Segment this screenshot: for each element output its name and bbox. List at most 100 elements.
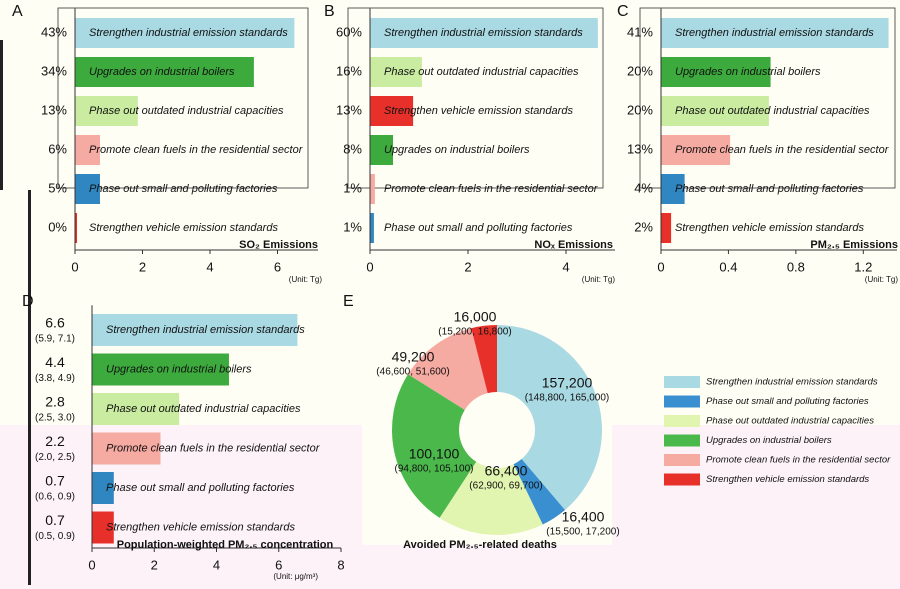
chart-title: Population-weighted PM₂.₅ concentration (117, 539, 334, 551)
unit-label: (Unit: Tg) (289, 275, 323, 284)
panel-frame (57, 7, 309, 189)
x-tick-label: 0 (366, 259, 373, 274)
value-label: 6.6 (45, 315, 65, 331)
donut-slice (408, 328, 488, 410)
category-label: Strengthen vehicle emission standards (384, 105, 573, 117)
share-label: 1% (343, 219, 362, 234)
category-label: Upgrades on industrial boilers (384, 144, 530, 156)
ci-label: (2.0, 2.5) (35, 452, 75, 463)
bar (92, 353, 229, 386)
unit-label: (Unit: Tg) (865, 275, 899, 284)
value-label: 2.8 (45, 394, 65, 410)
value-label: 2.2 (45, 433, 65, 449)
value-label: 66,400 (485, 463, 528, 479)
value-label: 100,100 (409, 446, 460, 462)
bar (370, 135, 394, 165)
value-label: 49,200 (392, 349, 435, 365)
share-label: 13% (41, 102, 67, 117)
share-label: 6% (48, 141, 67, 156)
bar (661, 57, 771, 87)
x-tick-label: 0 (657, 259, 664, 274)
share-label: 60% (336, 24, 362, 39)
x-tick-label: 0 (88, 557, 95, 572)
bar (661, 174, 685, 204)
bar (92, 432, 161, 465)
category-label: Phase out outdated industrial capacities (106, 403, 301, 415)
ci-label: (94,800, 105,100) (395, 464, 474, 475)
category-label: Phase out small and polluting factories (384, 222, 573, 234)
category-label: Strengthen vehicle emission standards (106, 521, 295, 533)
legend-swatch (664, 473, 700, 486)
share-label: 20% (627, 102, 653, 117)
legend-label: Promote clean fuels in the residential s… (706, 455, 891, 466)
chart-title: Avoided PM₂.₅-related deaths (403, 539, 557, 551)
x-tick-label: 6 (274, 259, 281, 274)
bar (370, 18, 598, 48)
x-tick-label: 4 (206, 259, 213, 274)
donut-slice (497, 325, 603, 510)
share-label: 13% (627, 141, 653, 156)
glitch-bar (28, 190, 31, 585)
x-tick-label: 1.2 (854, 259, 872, 274)
x-tick-label: 0 (71, 259, 78, 274)
share-label: 5% (48, 180, 67, 195)
value-label: 0.7 (45, 512, 65, 528)
bar (661, 96, 769, 126)
bar (92, 511, 114, 544)
share-label: 20% (627, 63, 653, 78)
panel-letter: D (22, 293, 34, 310)
panel-letter: E (343, 293, 354, 310)
panel-letter: B (324, 3, 335, 20)
category-label: Phase out small and polluting factories (89, 183, 278, 195)
share-label: 13% (336, 102, 362, 117)
unit-label: (Unit: Tg) (582, 275, 616, 284)
legend-swatch (664, 376, 700, 388)
category-label: Phase out outdated industrial capacities (89, 105, 284, 117)
category-label: Strengthen vehicle emission standards (89, 222, 278, 234)
category-label: Phase out outdated industrial capacities (384, 66, 579, 78)
panel-frame (639, 7, 896, 189)
ci-label: (0.5, 0.9) (35, 531, 75, 542)
x-tick-label: 2 (464, 259, 471, 274)
bar (370, 57, 422, 87)
bar (92, 314, 298, 346)
legend-label: Strengthen vehicle emission standards (706, 474, 869, 485)
ci-label: (15,200, 16,800) (438, 327, 511, 338)
category-label: Strengthen industrial emission standards (384, 27, 583, 39)
legend-label: Strengthen industrial emission standards (706, 377, 878, 388)
ci-label: (46,600, 51,600) (376, 367, 449, 378)
ci-label: (5.9, 7.1) (35, 334, 75, 345)
donut-slice (439, 461, 543, 535)
category-label: Promote clean fuels in the residential s… (384, 183, 599, 195)
ci-label: (148,800, 165,000) (525, 393, 610, 404)
category-label: Upgrades on industrial boilers (675, 66, 821, 78)
legend-swatch (664, 395, 700, 408)
share-label: 2% (634, 219, 653, 234)
share-label: 43% (41, 24, 67, 39)
chart-title: PM₂.₅ Emissions (810, 239, 898, 251)
share-label: 0% (48, 219, 67, 234)
chart-title: NOₓ Emissions (534, 239, 613, 251)
bar (75, 57, 254, 87)
ci-label: (3.8, 4.9) (35, 373, 75, 384)
bar (370, 174, 375, 204)
share-label: 16% (336, 63, 362, 78)
ci-label: (0.6, 0.9) (35, 492, 75, 503)
value-label: 16,000 (454, 309, 497, 325)
category-label: Strengthen industrial emission standards (675, 27, 874, 39)
bar (92, 393, 180, 425)
chart-title: SO₂ Emissions (239, 239, 318, 251)
category-label: Promote clean fuels in the residential s… (675, 144, 890, 156)
bar (75, 174, 100, 204)
bar (92, 472, 114, 504)
category-label: Upgrades on industrial boilers (106, 363, 252, 375)
donut-slice (513, 458, 566, 525)
ci-label: (15,500, 17,200) (546, 527, 619, 538)
legend-swatch (664, 434, 700, 447)
legend-label: Phase out small and polluting factories (706, 396, 869, 407)
legend-swatch (664, 454, 700, 466)
value-label: 157,200 (542, 375, 593, 391)
bar (661, 213, 672, 243)
